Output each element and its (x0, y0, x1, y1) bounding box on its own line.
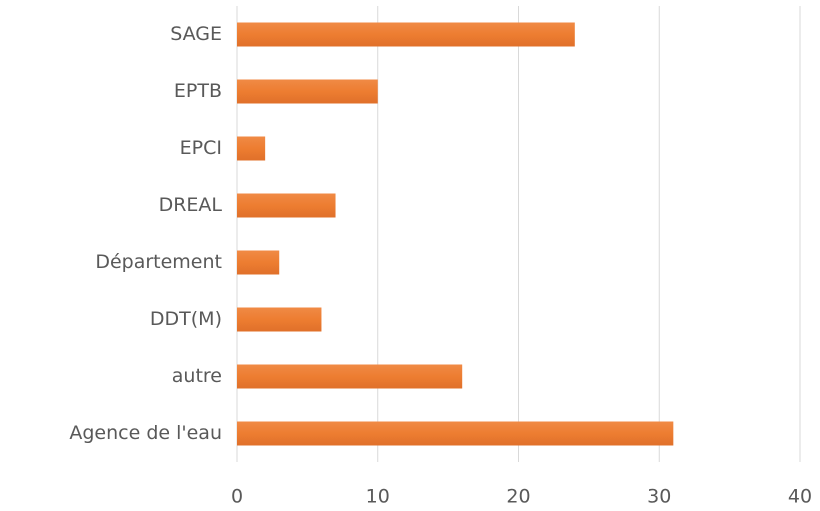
y-tick-label: SAGE (170, 23, 222, 45)
bar (237, 193, 336, 218)
bar (237, 421, 674, 446)
bar (237, 22, 575, 47)
x-tick-label: 20 (506, 486, 530, 508)
bar (237, 364, 463, 389)
y-tick-label: Département (95, 251, 222, 273)
y-tick-label: EPCI (180, 137, 222, 159)
bar (237, 307, 322, 332)
x-tick-label: 10 (366, 486, 390, 508)
y-tick-label: EPTB (174, 80, 222, 102)
y-tick-label: autre (172, 365, 222, 387)
x-tick-label: 30 (647, 486, 671, 508)
bar (237, 136, 266, 161)
y-tick-label: Agence de l'eau (69, 422, 222, 444)
bar (237, 250, 280, 275)
x-tick-label: 0 (231, 486, 243, 508)
bar (237, 79, 378, 104)
y-tick-label: DDT(M) (150, 308, 222, 330)
y-tick-label: DREAL (159, 194, 223, 216)
x-tick-label: 40 (788, 486, 812, 508)
